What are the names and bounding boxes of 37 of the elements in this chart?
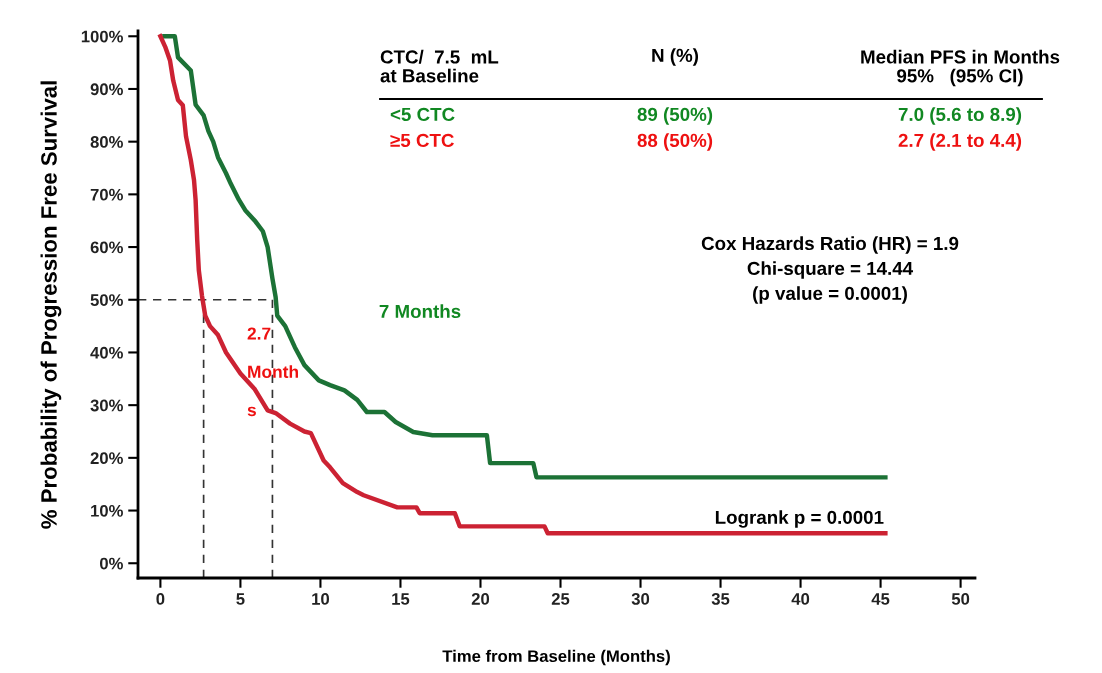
y-tick-label: 20% (90, 452, 123, 465)
y-tick-label: 40% (90, 346, 123, 359)
y-tick-label: 70% (90, 188, 123, 201)
x-tick-label: 35 (711, 593, 730, 605)
annotation: Median PFS in Months 95% (95% CI) (861, 49, 1060, 87)
x-tick-label: 40 (791, 593, 810, 605)
x-tick-label: 50 (951, 593, 970, 605)
annotation: 89 (50%) (637, 107, 713, 125)
x-tick-label: 20 (471, 593, 490, 605)
annotation: N (%) (652, 48, 699, 66)
annotation: Cox Hazards Ratio (HR) = 1.9 Chi-square = 14.44 (p value = 0.0001) (701, 236, 959, 304)
x-tick-label: 15 (392, 593, 410, 605)
annotation: 88 (50%) (637, 133, 713, 151)
annotation: CTC/ 7.5 mL at Baseline (380, 49, 499, 83)
x-tick-label: 0 (156, 593, 165, 605)
x-tick-label: 30 (631, 593, 650, 605)
y-axis-title: % Probability of Progression Free Survival (40, 81, 62, 529)
x-tick-label: 25 (551, 593, 570, 605)
x-tick-label: 45 (871, 593, 890, 605)
annotation: 7 Months (379, 304, 461, 319)
y-tick-label: 50% (90, 294, 123, 306)
x-tick-label: 10 (312, 593, 330, 605)
y-tick-label: 90% (90, 83, 123, 96)
y-tick-label: 60% (90, 241, 123, 254)
x-axis-title: Time from Baseline (Months) (442, 649, 670, 666)
text: <5 CTC (390, 107, 455, 122)
annotation: Logrank p = 0.0001 (715, 510, 884, 528)
y-tick-label: 80% (90, 136, 123, 148)
y-tick-label: 30% (90, 399, 123, 412)
y-tick-label: 0% (99, 557, 123, 570)
text: 2.7 Month s (247, 327, 298, 417)
x-tick-label: 5 (236, 593, 245, 605)
y-tick-label: 100% (81, 30, 123, 43)
annotation: 7.0 (5.6 to 8.9) (898, 107, 1022, 125)
annotation: 2.7 (2.1 to 4.4) (898, 133, 1022, 151)
y-tick-label: 10% (91, 504, 123, 517)
text: ≥5 CTC (390, 133, 454, 148)
